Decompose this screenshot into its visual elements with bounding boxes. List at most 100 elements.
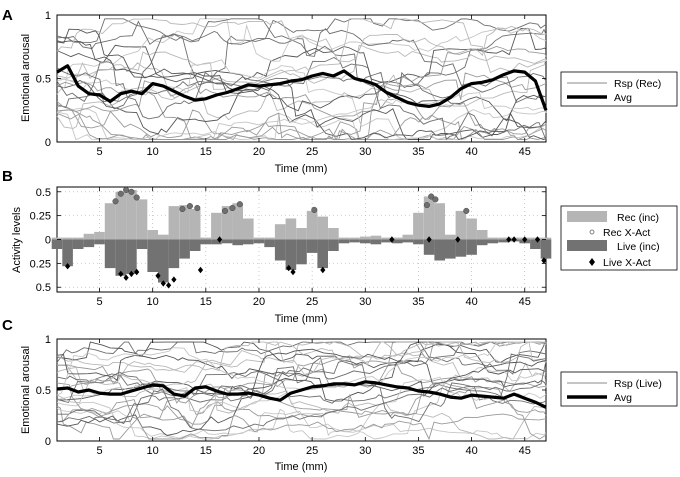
x-tick-label: 35: [412, 146, 424, 158]
response-line: [56, 46, 547, 141]
response-line: [56, 378, 547, 441]
rec-inc-bar: [168, 206, 180, 240]
rec-inc-bar: [158, 234, 169, 240]
rec-inc-bar: [221, 206, 233, 240]
response-line: [56, 341, 547, 369]
rec-x-act-marker: [311, 206, 318, 213]
legend-label-live-x-act: Live X-Act: [603, 257, 651, 269]
live-inc-bar: [158, 239, 169, 283]
x-tick-label: 40: [465, 146, 477, 158]
live-x-act-marker: [197, 266, 204, 274]
rec-inc-bars: [51, 189, 552, 240]
response-line: [56, 353, 547, 432]
y-tick-label: 1: [45, 10, 51, 22]
rec-inc-bar: [243, 218, 254, 240]
panel-label-c: C: [2, 317, 13, 334]
rec-inc-bar: [232, 203, 243, 240]
live-inc-bar: [498, 239, 509, 243]
rec-inc-bar: [466, 218, 477, 240]
y-tick-label: 0: [45, 436, 51, 448]
rec-inc-bar: [402, 234, 414, 240]
legend-c: Rsp (Live) Avg: [560, 371, 678, 407]
y-axis-label-b: Activity levels: [11, 206, 23, 273]
live-inc-bar: [136, 239, 148, 249]
response-line: [56, 92, 547, 141]
live-inc-bar: [274, 239, 286, 261]
legend-label-avg-a: Avg: [614, 92, 632, 104]
rec-inc-bar: [360, 236, 371, 240]
x-tick-label: 10: [147, 296, 159, 308]
live-inc-bar: [51, 239, 63, 249]
average-line: [56, 380, 547, 409]
live-inc-bar: [168, 239, 180, 269]
response-line: [56, 366, 547, 440]
live-inc-bar: [189, 239, 201, 251]
live-inc-bar: [530, 239, 541, 249]
rec-inc-bar: [189, 209, 201, 240]
rec-inc-bar: [94, 231, 105, 240]
response-line: [56, 370, 547, 405]
x-tick-label: 45: [519, 445, 531, 457]
rec-inc-bar: [445, 234, 456, 240]
rec-inc-bar: [328, 228, 339, 240]
rec-inc-bar: [83, 233, 95, 240]
x-tick-label: 40: [465, 296, 477, 308]
y-tick-label: 0.5: [36, 385, 51, 397]
y-tick-label: 0.25: [30, 211, 51, 223]
live-x-act-marker: [320, 266, 326, 274]
response-line: [56, 18, 547, 63]
live-inc-bar: [540, 239, 552, 259]
panel-c: 00.51 5 10 15 20 25 30 35 40 45 Time (mm) Emotio…: [20, 334, 678, 473]
live-inc-bar: [487, 239, 499, 244]
live-inc-bar: [455, 239, 467, 257]
rec-inc-bar: [200, 237, 212, 240]
x-tick-label: 30: [359, 445, 371, 457]
panel-label-a: A: [2, 7, 13, 24]
legend-label-avg-c: Avg: [614, 392, 632, 404]
rec-inc-bar: [296, 228, 307, 240]
legend-label-rsp-rec: Rsp (Rec): [614, 78, 661, 90]
response-line: [56, 386, 547, 440]
live-x-act-marker: [506, 236, 512, 243]
live-inc-bar: [232, 239, 243, 246]
x-axis-label-b: Time (mm): [275, 313, 328, 325]
live-inc-bar: [83, 239, 95, 248]
average-line: [56, 64, 548, 111]
y-axis-label-c: Emotional arousal: [20, 346, 32, 434]
live-x-act-marker: [123, 274, 129, 281]
live-x-act-marker: [155, 272, 161, 279]
rec-x-act-marker: [117, 190, 124, 197]
live-inc-bar: [253, 239, 265, 244]
live-inc-bar: [147, 239, 158, 272]
panel-a: 00.51 5 10 15 20 25 30 35 40 45 Time (mm) Emotio…: [20, 10, 678, 175]
response-line: [56, 18, 547, 92]
rec-inc-bar: [370, 235, 382, 240]
response-line: [56, 101, 547, 141]
rec-inc-bar: [530, 237, 541, 240]
y-tick-label: 0: [45, 235, 51, 247]
live-inc-bar: [104, 239, 116, 269]
rec-inc-bar: [274, 224, 286, 240]
x-tick-label: 30: [359, 296, 371, 308]
live-x-act-marker: [166, 282, 172, 289]
live-inc-bar: [476, 239, 488, 246]
rec-x-act-marker: [179, 205, 186, 213]
response-line: [56, 40, 547, 140]
live-inc-bar: [179, 239, 190, 259]
rec-inc-bar: [104, 203, 116, 240]
x-tick-label: 20: [253, 445, 265, 457]
x-tick-label: 5: [96, 445, 102, 457]
live-x-act-marker: [455, 236, 461, 243]
y-tick-label: 1: [45, 334, 51, 346]
rec-x-act-marker: [229, 204, 236, 212]
legend-marker-live-x-act: [589, 258, 595, 266]
live-x-act-marker: [160, 280, 166, 287]
live-inc-bar: [360, 239, 371, 244]
live-inc-bar: [264, 239, 275, 248]
live-inc-bar: [243, 239, 254, 245]
live-x-act-marker: [511, 236, 517, 243]
response-line: [56, 341, 547, 396]
x-tick-label: 35: [412, 296, 424, 308]
live-x-act-marker: [217, 236, 223, 243]
legend-label-live-inc: Live (inc): [617, 241, 660, 253]
